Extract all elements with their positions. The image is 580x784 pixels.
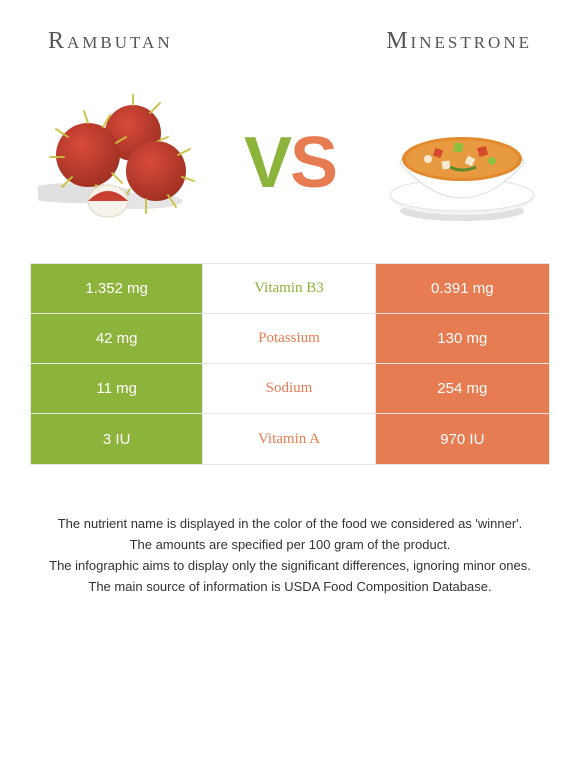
nutrient-table: 1.352 mg Vitamin B3 0.391 mg 42 mg Potas…: [30, 263, 550, 465]
nutrient-name: Vitamin A: [203, 414, 375, 464]
left-food-image: [38, 93, 198, 233]
vs-label: VS: [244, 127, 336, 199]
right-value: 970 IU: [376, 414, 549, 464]
footer-line: The amounts are specified per 100 gram o…: [30, 536, 550, 555]
footer-line: The nutrient name is displayed in the co…: [30, 515, 550, 534]
right-value: 0.391 mg: [376, 264, 549, 313]
table-row: 1.352 mg Vitamin B3 0.391 mg: [31, 264, 549, 314]
footer-line: The main source of information is USDA F…: [30, 578, 550, 597]
right-value: 254 mg: [376, 364, 549, 413]
vs-letter-s: S: [290, 123, 336, 203]
footer-notes: The nutrient name is displayed in the co…: [30, 515, 550, 596]
table-row: 42 mg Potassium 130 mg: [31, 314, 549, 364]
table-row: 11 mg Sodium 254 mg: [31, 364, 549, 414]
right-value: 130 mg: [376, 314, 549, 363]
nutrient-name: Sodium: [203, 364, 375, 413]
right-food-title: Minestrone: [386, 28, 532, 55]
table-row: 3 IU Vitamin A 970 IU: [31, 414, 549, 464]
left-value: 42 mg: [31, 314, 203, 363]
left-value: 11 mg: [31, 364, 203, 413]
right-food-image: [382, 93, 542, 233]
left-food-title: Rambutan: [48, 28, 173, 55]
nutrient-name: Vitamin B3: [203, 264, 375, 313]
images-row: VS: [0, 63, 580, 263]
vs-letter-v: V: [244, 123, 290, 203]
nutrient-name: Potassium: [203, 314, 375, 363]
header-row: Rambutan Minestrone: [0, 0, 580, 63]
left-value: 3 IU: [31, 414, 203, 464]
left-value: 1.352 mg: [31, 264, 203, 313]
footer-line: The infographic aims to display only the…: [30, 557, 550, 576]
